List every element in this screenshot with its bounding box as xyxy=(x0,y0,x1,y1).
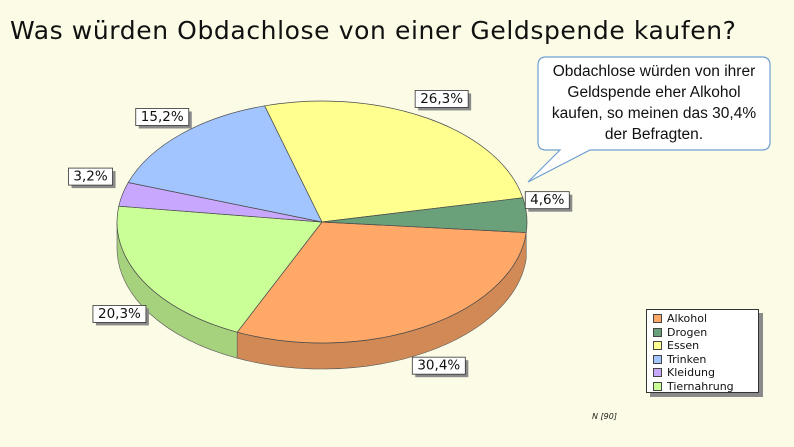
legend-item-drogen: Drogen xyxy=(653,326,758,340)
legend-swatch xyxy=(653,368,662,378)
pie-slice-tiernahrung xyxy=(116,205,323,333)
data-label-text-essen: 26,3% xyxy=(420,91,463,107)
chart-title: Was würden Obdachlose von einer Geldspen… xyxy=(10,16,737,45)
legend-swatch xyxy=(653,327,662,337)
legend-label: Tiernahrung xyxy=(667,379,734,393)
data-label-text-drogen: 4,6% xyxy=(530,192,564,208)
data-label-text-kleidung: 3,2% xyxy=(73,169,107,185)
legend-label: Essen xyxy=(667,339,700,353)
data-label-box xyxy=(524,191,570,210)
data-label-text-trinken: 15,2% xyxy=(141,109,184,125)
legend-label: Drogen xyxy=(667,325,708,339)
legend-label: Kleidung xyxy=(667,366,716,380)
legend-item-tiernahrung: Tiernahrung xyxy=(653,380,758,394)
data-label-text-alkohol: 30,4% xyxy=(417,358,460,374)
data-label-kleidung: 3,2% xyxy=(68,167,116,189)
sample-size-note: N [90] xyxy=(592,412,617,421)
data-label-alkohol: 30,4% xyxy=(411,356,469,378)
pie-slice-trinken xyxy=(127,105,323,223)
legend-label: Trinken xyxy=(667,352,707,366)
legend-label: Alkohol xyxy=(667,312,708,326)
legend-item-alkohol: Alkohol xyxy=(653,312,758,326)
data-label-drogen: 4,6% xyxy=(524,191,573,212)
legend-swatch xyxy=(653,381,662,391)
pie-slice-alkohol xyxy=(236,221,527,344)
legend-item-trinken: Trinken xyxy=(653,353,758,367)
data-label-trinken: 15,2% xyxy=(135,108,192,129)
pie-slice-drogen xyxy=(321,197,528,233)
legend-item-kleidung: Kleidung xyxy=(653,366,758,380)
data-label-box xyxy=(92,305,147,323)
data-label-box xyxy=(135,108,190,126)
data-label-box xyxy=(414,90,469,108)
legend-swatch xyxy=(653,314,662,324)
legend-swatch xyxy=(653,354,662,364)
legend: Alkohol Drogen Essen Trinken Kleidung Tiernah… xyxy=(646,309,759,393)
callout-text: Obdachlose würden von ihrer Geldspende e… xyxy=(551,63,757,143)
data-label-essen: 26,3% xyxy=(414,90,472,111)
data-label-text-tiernahrung: 20,3% xyxy=(98,306,141,322)
data-label-tiernahrung: 20,3% xyxy=(92,305,149,326)
legend-item-essen: Essen xyxy=(653,339,758,353)
data-label-box xyxy=(68,167,113,186)
pie-slice-essen xyxy=(264,100,524,223)
data-label-box xyxy=(411,356,466,375)
legend-swatch xyxy=(653,341,662,351)
callout-bubble xyxy=(527,56,771,183)
